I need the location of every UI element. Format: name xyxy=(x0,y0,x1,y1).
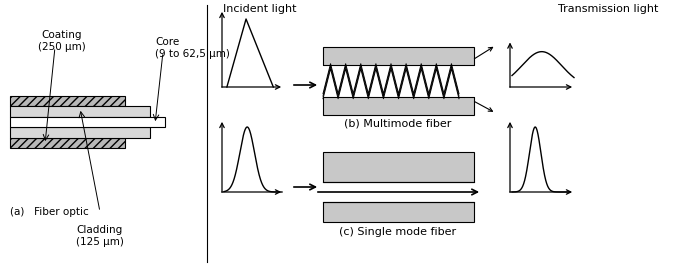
Text: Cladding
(125 μm): Cladding (125 μm) xyxy=(76,225,124,247)
Bar xyxy=(10,117,165,127)
Text: (b) Multimode fiber: (b) Multimode fiber xyxy=(345,118,451,128)
Text: Transmission light: Transmission light xyxy=(558,4,658,14)
Bar xyxy=(323,47,474,65)
Bar xyxy=(10,138,125,148)
Bar xyxy=(323,97,474,115)
Text: (a)   Fiber optic: (a) Fiber optic xyxy=(10,207,89,217)
Bar xyxy=(10,96,125,106)
Text: (c) Single mode fiber: (c) Single mode fiber xyxy=(340,227,457,237)
Bar xyxy=(10,106,150,117)
Bar xyxy=(323,202,474,222)
Text: Core
(9 to 62,5 μm): Core (9 to 62,5 μm) xyxy=(155,37,230,58)
Bar xyxy=(323,152,474,182)
Text: Coating
(250 μm): Coating (250 μm) xyxy=(38,30,86,52)
Bar xyxy=(10,127,150,138)
Text: Incident light: Incident light xyxy=(223,4,297,14)
